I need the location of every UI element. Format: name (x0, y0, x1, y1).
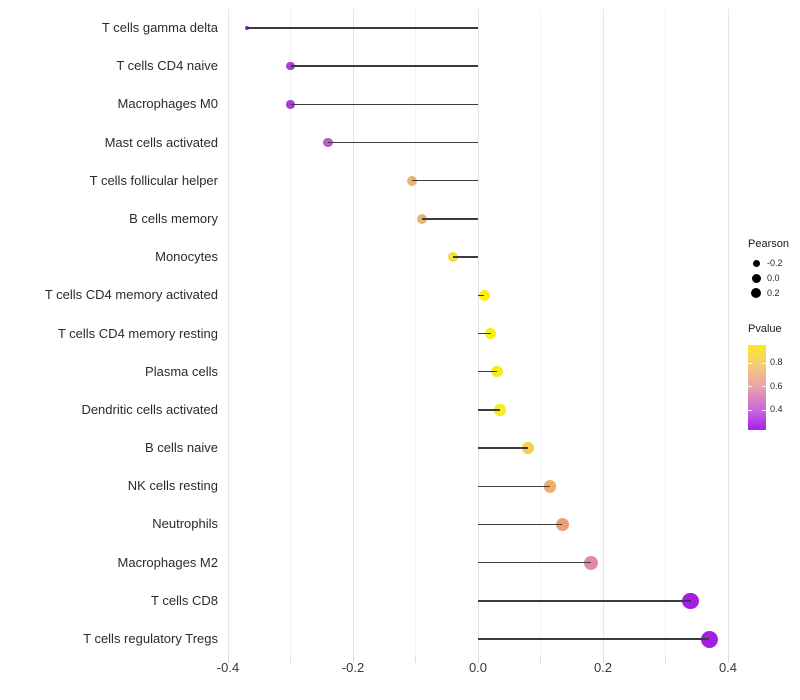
gridline-minor (415, 9, 416, 656)
x-axis-tick (540, 656, 541, 663)
legend-size-dot (750, 287, 762, 299)
lollipop-dot (682, 592, 699, 610)
y-axis-label: Mast cells activated (104, 134, 218, 150)
lollipop-stem (421, 218, 478, 220)
y-axis-label: B cells naive (145, 440, 218, 456)
pvalue-colorbar-tick (762, 362, 766, 364)
gridline-major (352, 9, 354, 656)
lollipop-dot (543, 480, 557, 493)
lollipop-stem (328, 141, 478, 144)
x-axis-tick (727, 656, 729, 663)
y-axis-label: Macrophages M2 (117, 554, 218, 570)
gridline-major (602, 9, 604, 656)
y-axis-label: Monocytes (155, 249, 218, 265)
x-axis-tick (477, 656, 479, 663)
y-axis-label: Neutrophils (152, 516, 218, 532)
x-axis-tick-label: 0.4 (718, 660, 738, 675)
gridline-minor (290, 9, 291, 656)
y-axis-label: T cells regulatory Tregs (83, 631, 218, 647)
x-axis-tick (352, 656, 354, 663)
x-axis-tick (665, 656, 666, 663)
x-axis-tick-label: -0.4 (216, 660, 240, 675)
y-axis-label: T cells CD4 memory resting (57, 325, 218, 341)
pvalue-colorbar (748, 345, 766, 430)
x-axis-tick (415, 656, 416, 663)
lollipop-dot (494, 404, 506, 416)
lollipop-dot (700, 630, 718, 648)
y-axis-label: Macrophages M0 (117, 96, 218, 112)
lollipop-stem (246, 27, 478, 29)
lollipop-stem (478, 523, 563, 526)
legend-size-dot (751, 273, 761, 283)
lollipop-dot (491, 365, 503, 378)
y-axis-label: Dendritic cells activated (81, 401, 218, 417)
lollipop-stem (478, 638, 710, 640)
y-axis-label: T cells CD4 memory activated (44, 287, 218, 303)
lollipop-stem (290, 65, 478, 67)
x-axis-tick-label: -0.2 (341, 660, 365, 675)
lollipop-stem (478, 371, 497, 373)
legend-pearson-title: Pearson (748, 238, 789, 250)
y-axis-label: NK cells resting (127, 478, 218, 494)
lollipop-stem (478, 561, 591, 564)
pvalue-colorbar-tick (762, 386, 766, 388)
x-axis-tick-label: 0.2 (593, 660, 613, 675)
pvalue-tick-label: 0.4 (770, 404, 783, 415)
lollipop-stem (478, 600, 691, 602)
lollipop-stem (412, 180, 478, 182)
pvalue-colorbar-tick (748, 386, 752, 388)
gridline-minor (665, 9, 666, 656)
gridline-major (477, 9, 479, 656)
x-axis-tick (602, 656, 604, 663)
lollipop-stem (290, 103, 478, 106)
pvalue-colorbar-tick (762, 409, 766, 411)
lollipop-dot (522, 442, 534, 455)
pvalue-colorbar-tick (748, 362, 752, 364)
x-axis-tick (290, 656, 291, 663)
lollipop-stem (478, 485, 550, 487)
lollipop-stem (453, 256, 478, 258)
gridline-major (227, 9, 229, 656)
pvalue-tick-label: 0.6 (770, 380, 783, 391)
x-axis-tick-label: 0.0 (468, 660, 488, 675)
lollipop-dot (583, 555, 598, 570)
y-axis-label: B cells memory (129, 210, 218, 226)
legend-size-label: -0.2 (767, 257, 783, 268)
lollipop-stem (478, 447, 528, 449)
legend-pvalue-title: Pvalue (748, 323, 782, 335)
legend-size-label: 0.2 (767, 287, 780, 298)
lollipop-dot (484, 327, 497, 340)
gridline-minor (540, 9, 541, 656)
legend-size-label: 0.0 (767, 272, 780, 283)
gridline-major (727, 9, 729, 656)
x-axis-tick (227, 656, 229, 663)
lollipop-stem (478, 294, 485, 297)
lollipop-stem (478, 332, 491, 335)
pvalue-tick-label: 0.8 (770, 357, 783, 368)
legend-size-dot (752, 259, 760, 267)
lollipop-stem (478, 409, 500, 411)
lollipop-dot (555, 517, 569, 531)
lollipop-dot (478, 289, 490, 302)
y-axis-label: T cells gamma delta (101, 20, 218, 35)
pvalue-colorbar-tick (748, 409, 752, 411)
y-axis-label: T cells follicular helper (89, 172, 218, 188)
y-axis-label: Plasma cells (145, 363, 218, 379)
y-axis-label: T cells CD8 (151, 592, 218, 608)
y-axis-label: T cells CD4 naive (116, 58, 218, 74)
